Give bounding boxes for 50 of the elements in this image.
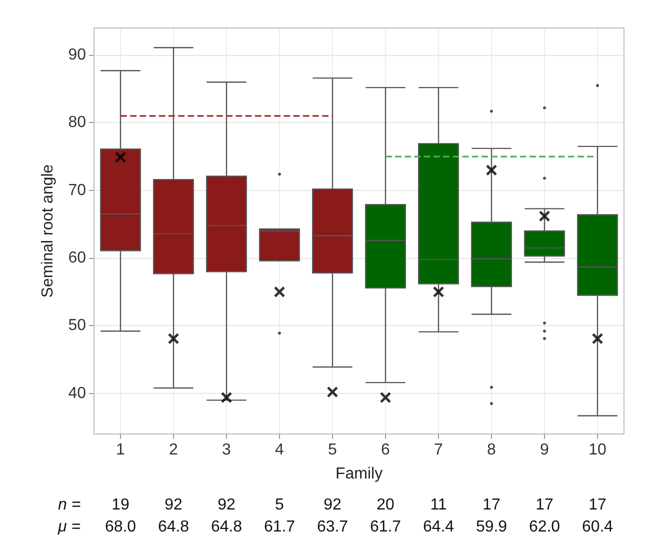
point — [326, 386, 338, 398]
point — [432, 286, 444, 298]
point — [592, 332, 604, 344]
text: 62.0 — [528, 518, 560, 536]
x-tick-label: 1 — [116, 442, 126, 458]
text: 92 — [218, 496, 236, 514]
text: 17 — [536, 496, 554, 514]
text: 17 — [588, 496, 606, 514]
text: 11 — [430, 496, 447, 514]
text: 64.8 — [210, 518, 242, 536]
y-tick-label: 80 — [68, 114, 86, 132]
x-axis-title: Family — [335, 466, 383, 482]
point — [220, 392, 232, 404]
text: 63.7 — [316, 518, 348, 536]
x-tick-label: 2 — [169, 442, 178, 458]
point — [380, 392, 392, 404]
text: 61.7 — [264, 518, 296, 536]
text: 92 — [324, 496, 342, 514]
text: 68.0 — [104, 518, 136, 536]
y-tick-label: 90 — [68, 46, 86, 64]
point — [538, 210, 550, 222]
text: 60.4 — [582, 518, 614, 536]
text: 64.4 — [422, 518, 454, 536]
text: 17 — [482, 496, 500, 514]
x-tick-label: 7 — [434, 442, 444, 458]
text: 5 — [275, 496, 284, 514]
point — [274, 286, 286, 298]
y-axis-title: Seminal root angle — [40, 164, 56, 298]
y-tick-label: 50 — [68, 317, 86, 334]
text: 64.8 — [158, 518, 190, 536]
point — [114, 151, 126, 163]
y-tick-label: 60 — [68, 250, 86, 267]
point — [168, 332, 180, 344]
point — [486, 164, 498, 176]
text: 59.9 — [476, 518, 508, 536]
text: μ = — [57, 518, 81, 536]
text: 19 — [112, 496, 130, 514]
x-tick-label: 6 — [381, 442, 390, 458]
y-tick-label: 40 — [68, 384, 86, 402]
x-tick-label: 4 — [275, 442, 284, 458]
text: 20 — [376, 496, 394, 514]
text: 92 — [164, 496, 182, 514]
text: n = — [58, 496, 81, 514]
x-tick-label: 10 — [588, 442, 606, 458]
x-tick-label: 8 — [487, 442, 496, 458]
y-tick-label: 70 — [68, 182, 86, 199]
x-tick-label: 5 — [328, 442, 338, 458]
text: 61.7 — [370, 518, 402, 536]
x-tick-label: 9 — [540, 442, 550, 458]
x-tick-label: 3 — [222, 442, 232, 458]
